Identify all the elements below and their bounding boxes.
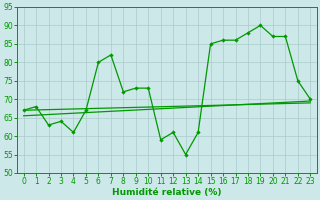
X-axis label: Humidité relative (%): Humidité relative (%) xyxy=(112,188,222,197)
